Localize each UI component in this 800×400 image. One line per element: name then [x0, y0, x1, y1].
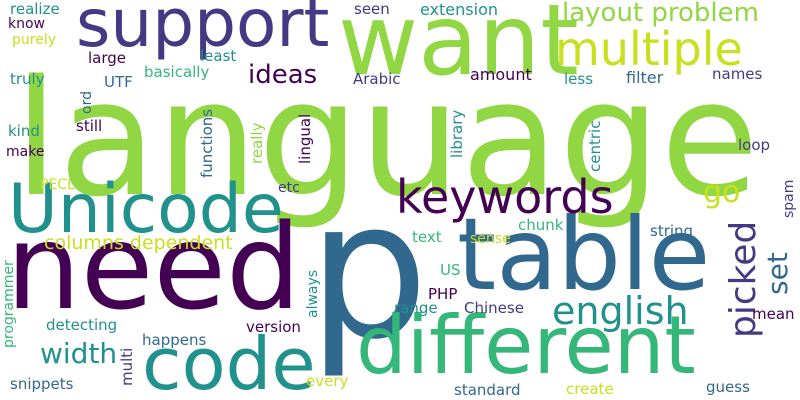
word-ideas: ideas	[248, 60, 318, 90]
word-chunk: chunk	[518, 216, 564, 234]
word-purely: purely	[12, 32, 56, 48]
word-every: every	[306, 372, 349, 390]
word-centric: centric	[586, 120, 604, 172]
word-programmer: programmer	[1, 260, 17, 348]
word-snippets: snippets	[10, 375, 74, 393]
word-happens: happens	[142, 331, 207, 349]
word-extension: extension	[420, 0, 498, 19]
word-filter: filter	[626, 68, 664, 87]
word-guess: guess	[706, 378, 750, 396]
word-US: US	[440, 261, 461, 279]
word-mean: mean	[752, 305, 795, 323]
word-realize: realize	[10, 0, 60, 18]
word-create: create	[566, 380, 614, 398]
word-know: know	[8, 16, 45, 32]
word-columns-dependent: columns dependent	[44, 232, 233, 254]
word-names: names	[712, 65, 763, 83]
word-go: go	[703, 175, 741, 210]
word-table: table	[457, 196, 711, 313]
word-p: p	[308, 160, 429, 381]
word-Arabic: Arabic	[353, 70, 401, 88]
word-multi: multi	[118, 347, 136, 386]
word-UTF: UTF	[104, 73, 133, 91]
word-basically: basically	[144, 63, 210, 81]
word-seen: seen	[354, 0, 390, 18]
word-detecting: detecting	[46, 316, 118, 334]
word-text: text	[412, 228, 442, 246]
word-want: want	[338, 0, 579, 98]
word-Chinese: Chinese	[464, 299, 524, 317]
word-code: code	[142, 322, 316, 400]
word-etc: etc	[278, 180, 300, 196]
word-language: language	[14, 45, 759, 232]
word-set: set	[761, 252, 794, 295]
word-PHP: PHP	[428, 285, 458, 303]
word-Unicode: Unicode	[8, 170, 284, 249]
word-functions: functions	[198, 108, 216, 178]
word-need: need	[6, 198, 301, 336]
word-standard: standard	[454, 381, 521, 399]
word-still: still	[76, 117, 103, 135]
word-library: library	[448, 109, 466, 158]
word-kind: kind	[8, 122, 40, 140]
word-english: english	[552, 289, 689, 333]
word-lingual: lingual	[296, 113, 314, 164]
word-width: width	[40, 337, 118, 370]
word-less: less	[564, 70, 594, 88]
word-support: support	[76, 0, 330, 62]
word-version: version	[246, 318, 301, 336]
word-sense: sense	[470, 231, 511, 247]
word-keywords: keywords	[396, 170, 614, 224]
word-layout-problem: layout problem	[562, 0, 759, 28]
word-spam: spam	[781, 179, 797, 218]
word-amount: amount	[470, 65, 532, 84]
word-multiple: multiple	[555, 22, 743, 76]
word-always: always	[305, 269, 321, 318]
word-make: make	[6, 144, 45, 160]
word-really: really	[248, 122, 266, 164]
word-loop: loop	[738, 136, 771, 154]
word-truly: truly	[10, 70, 45, 88]
word-string: string	[650, 222, 694, 240]
word-PECL: PECL	[40, 177, 75, 193]
word-range: range	[394, 299, 438, 317]
word-large: large	[88, 49, 127, 67]
word-ord: ord	[79, 91, 95, 114]
word-different: different	[356, 299, 696, 392]
word-least: least	[200, 47, 237, 65]
